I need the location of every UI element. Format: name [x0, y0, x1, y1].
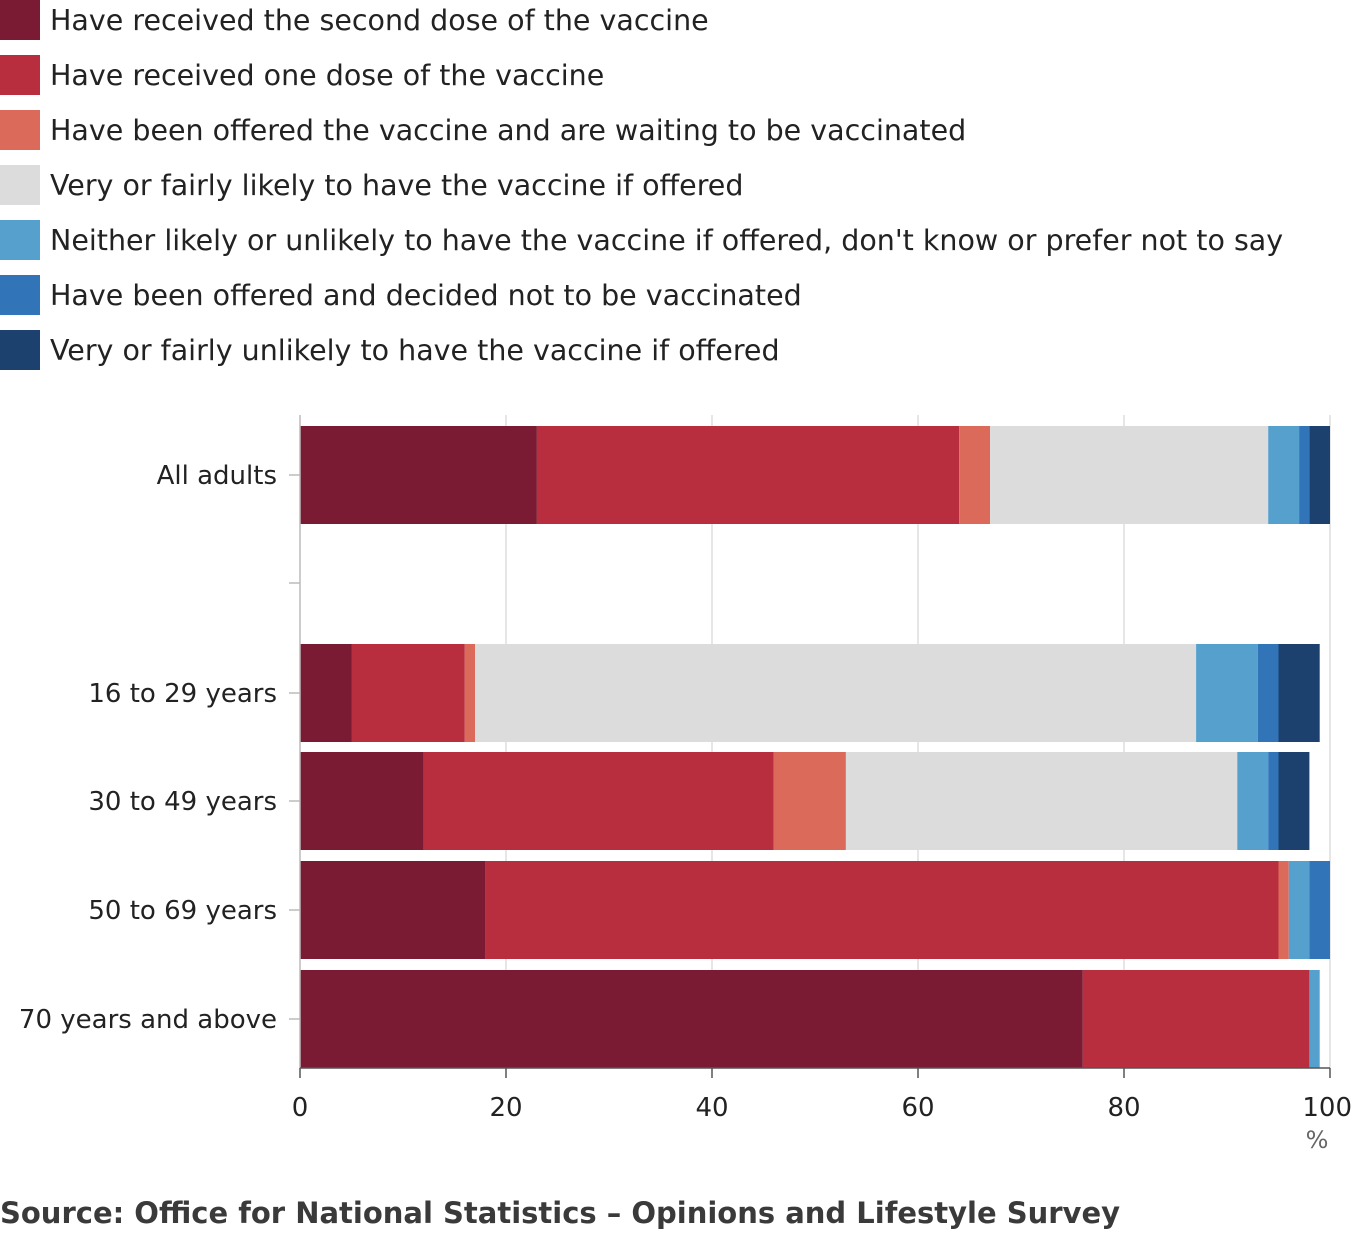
- bar-segment: [1278, 861, 1289, 959]
- bar-segment: [990, 426, 1269, 524]
- stacked-bar-chart: All adults 16 to 29 years 30 to 49 years 50…: [19, 415, 1352, 1154]
- bar-segment: [1309, 970, 1320, 1068]
- bar-segment: [1299, 426, 1310, 524]
- legend-label: Have received one dose of the vaccine: [50, 58, 605, 92]
- x-tick-label: 20: [489, 1093, 522, 1123]
- x-tick-label: 0: [292, 1093, 309, 1123]
- legend-label: Have been offered and decided not to be …: [50, 278, 802, 312]
- x-tick-label: 60: [901, 1093, 934, 1123]
- bar-segment: [423, 752, 774, 850]
- legend-swatch: [0, 0, 40, 40]
- bar-segment: [351, 644, 465, 742]
- bar-segment: [464, 644, 476, 742]
- legend-item: Very or fairly likely to have the vaccin…: [0, 165, 743, 205]
- legend-swatch: [0, 275, 40, 315]
- bar-segment: [1309, 861, 1330, 959]
- bar-segment: [536, 426, 960, 524]
- y-tick-label: 16 to 29 years: [88, 679, 277, 709]
- bar-segment: [1288, 861, 1310, 959]
- bar-segment: [475, 644, 1197, 742]
- bar-segment: [300, 752, 424, 850]
- legend-label: Neither likely or unlikely to have the v…: [50, 223, 1284, 257]
- bar-segment: [300, 644, 352, 742]
- bar-segment: [1278, 752, 1310, 850]
- legend-swatch: [0, 110, 40, 150]
- legend-item: Have received the second dose of the vac…: [0, 0, 709, 40]
- x-tick-label: 100: [1302, 1093, 1352, 1123]
- bar-segment: [1268, 426, 1300, 524]
- y-tick-label: 50 to 69 years: [88, 896, 277, 926]
- bar-segment: [300, 861, 486, 959]
- x-tick-label: 40: [695, 1093, 728, 1123]
- bar-segment: [485, 861, 1279, 959]
- legend-item: Have been offered and decided not to be …: [0, 275, 802, 315]
- legend-label: Have received the second dose of the vac…: [50, 3, 709, 37]
- x-unit-label: %: [1306, 1126, 1329, 1154]
- bar-segment: [1082, 970, 1310, 1068]
- bar-segment: [300, 970, 1083, 1068]
- bar-segment: [1237, 752, 1269, 850]
- bar-segment: [300, 426, 537, 524]
- legend-swatch: [0, 55, 40, 95]
- legend-item: Very or fairly unlikely to have the vacc…: [0, 330, 780, 370]
- legend-swatch: [0, 220, 40, 260]
- bar-segment: [1309, 426, 1330, 524]
- bar-segment: [1268, 752, 1279, 850]
- source-note: Source: Office for National Statistics –…: [0, 1196, 1121, 1230]
- legend-item: Have received one dose of the vaccine: [0, 55, 604, 95]
- legend-swatch: [0, 165, 40, 205]
- y-tick-label: All adults: [157, 461, 277, 491]
- y-tick-label: 30 to 49 years: [88, 787, 277, 817]
- legend-label: Very or fairly unlikely to have the vacc…: [50, 333, 780, 367]
- bar-segment: [1278, 644, 1320, 742]
- y-tick-label: 70 years and above: [19, 1005, 277, 1035]
- bar-segment: [1196, 644, 1258, 742]
- legend-item: Have been offered the vaccine and are wa…: [0, 110, 966, 150]
- legend-label: Very or fairly likely to have the vaccin…: [50, 168, 744, 202]
- legend-label: Have been offered the vaccine and are wa…: [50, 113, 967, 147]
- bar-segment: [1257, 644, 1279, 742]
- legend-swatch: [0, 330, 40, 370]
- bar-segment: [845, 752, 1238, 850]
- bar-segment: [773, 752, 846, 850]
- x-tick-label: 80: [1107, 1093, 1140, 1123]
- legend-item: Neither likely or unlikely to have the v…: [0, 220, 1283, 260]
- bar-segment: [959, 426, 991, 524]
